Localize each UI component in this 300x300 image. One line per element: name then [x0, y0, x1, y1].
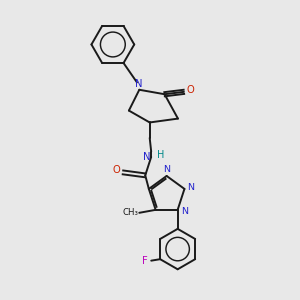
Text: N: N [143, 152, 151, 162]
Text: N: N [135, 80, 142, 89]
Text: N: N [181, 207, 188, 216]
Text: H: H [157, 151, 164, 160]
Text: N: N [163, 165, 170, 174]
Text: CH₃: CH₃ [122, 208, 138, 217]
Text: F: F [142, 256, 148, 266]
Text: N: N [188, 183, 194, 192]
Text: O: O [112, 165, 120, 175]
Text: O: O [187, 85, 194, 95]
